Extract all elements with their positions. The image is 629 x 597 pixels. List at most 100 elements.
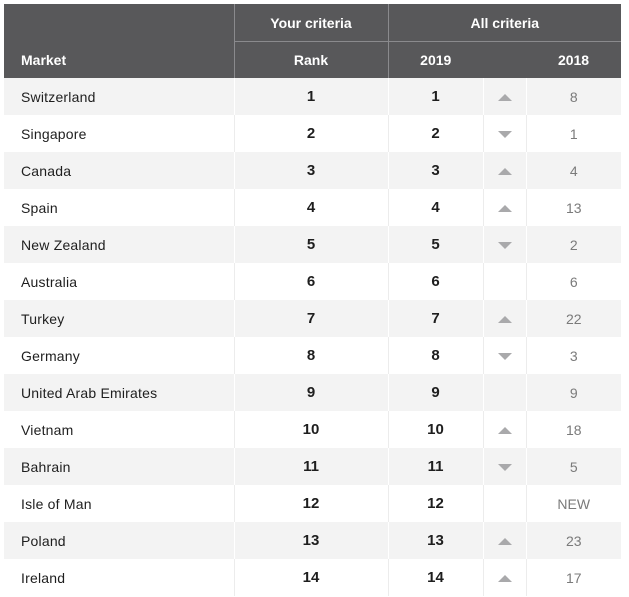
rank-cell: 2 — [234, 115, 389, 152]
table-row-7[interactable]: Turkey 7 7 22 — [4, 300, 622, 337]
trend-cell — [483, 337, 527, 374]
market-cell: United Arab Emirates — [4, 374, 235, 411]
rank-2019-cell: 12 — [388, 485, 484, 522]
market-cell: Ireland — [4, 559, 235, 596]
ranking-table: Market Your criteria All criteria Rank 2… — [4, 4, 622, 596]
column-header-2019[interactable]: 2019 — [388, 41, 483, 78]
header-group-row: Market Your criteria All criteria — [4, 4, 622, 78]
trend-up-arrow-icon — [497, 168, 512, 176]
column-header-market[interactable]: Market — [4, 4, 235, 78]
rank-cell: 9 — [234, 374, 389, 411]
trend-cell — [483, 559, 527, 596]
header-label-row: Rank 2019 2018 — [4, 41, 622, 78]
rank-cell: 10 — [234, 411, 389, 448]
market-cell: Turkey — [4, 300, 235, 337]
table-row-3[interactable]: Canada 3 3 4 — [4, 152, 622, 189]
rank-cell: 7 — [234, 300, 389, 337]
rank-2019-cell: 1 — [388, 78, 484, 115]
table-row-5[interactable]: New Zealand 5 5 2 — [4, 226, 622, 263]
column-header-2018[interactable]: 2018 — [526, 41, 622, 78]
table-row-10[interactable]: Vietnam 10 10 18 — [4, 411, 622, 448]
market-cell: Canada — [4, 152, 235, 189]
trend-cell — [483, 485, 527, 522]
rank-2019-cell: 6 — [388, 263, 484, 300]
column-header-trend-spacer — [483, 41, 526, 78]
table-row-1[interactable]: Switzerland 1 1 8 — [4, 78, 622, 115]
rank-cell: 8 — [234, 337, 389, 374]
rank-2019-cell: 7 — [388, 300, 484, 337]
table-header: Market Your criteria All criteria Rank 2… — [4, 4, 622, 78]
rank-cell: 13 — [234, 522, 389, 559]
trend-cell — [483, 115, 527, 152]
rank-cell: 4 — [234, 189, 389, 226]
trend-up-arrow-icon — [497, 427, 512, 435]
column-group-all-criteria: All criteria — [388, 4, 622, 42]
market-cell: Poland — [4, 522, 235, 559]
table-row-9[interactable]: United Arab Emirates 9 9 9 — [4, 374, 622, 411]
table-row-6[interactable]: Australia 6 6 6 — [4, 263, 622, 300]
rank-2018-cell: 3 — [526, 337, 622, 374]
rank-cell: 11 — [234, 448, 389, 485]
rank-2018-cell: 22 — [526, 300, 622, 337]
rank-cell: 1 — [234, 78, 389, 115]
table-body: Switzerland 1 1 8 Singapore 2 2 1 Canada — [4, 78, 622, 596]
rank-2019-cell: 5 — [388, 226, 484, 263]
table-row-14[interactable]: Ireland 14 14 17 — [4, 559, 622, 596]
rank-cell: 12 — [234, 485, 389, 522]
rank-2018-cell: 8 — [526, 78, 622, 115]
trend-cell — [483, 300, 527, 337]
market-cell: Bahrain — [4, 448, 235, 485]
rank-cell: 3 — [234, 152, 389, 189]
trend-up-arrow-icon — [497, 538, 512, 546]
rank-2018-cell: 4 — [526, 152, 622, 189]
trend-cell — [483, 522, 527, 559]
rank-2019-cell: 10 — [388, 411, 484, 448]
table-row-12[interactable]: Isle of Man 12 12 NEW — [4, 485, 622, 522]
trend-down-arrow-icon — [497, 131, 512, 139]
rank-2018-cell: 18 — [526, 411, 622, 448]
market-cell: New Zealand — [4, 226, 235, 263]
trend-cell — [483, 448, 527, 485]
trend-cell — [483, 263, 527, 300]
rank-2019-cell: 2 — [388, 115, 484, 152]
column-header-rank[interactable]: Rank — [234, 41, 389, 78]
rank-2019-cell: 14 — [388, 559, 484, 596]
trend-down-arrow-icon — [497, 464, 512, 472]
trend-cell — [483, 189, 527, 226]
rank-2018-cell: 5 — [526, 448, 622, 485]
trend-up-arrow-icon — [497, 316, 512, 324]
rank-2019-cell: 9 — [388, 374, 484, 411]
rank-2019-cell: 11 — [388, 448, 484, 485]
market-cell: Vietnam — [4, 411, 235, 448]
rank-2018-cell: 13 — [526, 189, 622, 226]
rank-2018-cell: 23 — [526, 522, 622, 559]
trend-down-arrow-icon — [497, 242, 512, 250]
trend-down-arrow-icon — [497, 353, 512, 361]
table-row-8[interactable]: Germany 8 8 3 — [4, 337, 622, 374]
table-row-13[interactable]: Poland 13 13 23 — [4, 522, 622, 559]
market-cell: Australia — [4, 263, 235, 300]
rank-cell: 14 — [234, 559, 389, 596]
rank-2018-cell: 17 — [526, 559, 622, 596]
trend-cell — [483, 374, 527, 411]
rank-cell: 5 — [234, 226, 389, 263]
table-row-11[interactable]: Bahrain 11 11 5 — [4, 448, 622, 485]
rank-2018-cell: 1 — [526, 115, 622, 152]
rank-2018-cell: NEW — [526, 485, 622, 522]
trend-up-arrow-icon — [497, 205, 512, 213]
rank-2018-cell: 9 — [526, 374, 622, 411]
market-cell: Germany — [4, 337, 235, 374]
market-cell: Singapore — [4, 115, 235, 152]
trend-up-arrow-icon — [497, 94, 512, 102]
column-group-your-criteria: Your criteria — [234, 4, 389, 42]
rank-2019-cell: 13 — [388, 522, 484, 559]
rank-cell: 6 — [234, 263, 389, 300]
trend-cell — [483, 411, 527, 448]
trend-cell — [483, 78, 527, 115]
rank-2018-cell: 2 — [526, 226, 622, 263]
table-row-2[interactable]: Singapore 2 2 1 — [4, 115, 622, 152]
market-cell: Isle of Man — [4, 485, 235, 522]
rank-2019-cell: 4 — [388, 189, 484, 226]
table-row-4[interactable]: Spain 4 4 13 — [4, 189, 622, 226]
